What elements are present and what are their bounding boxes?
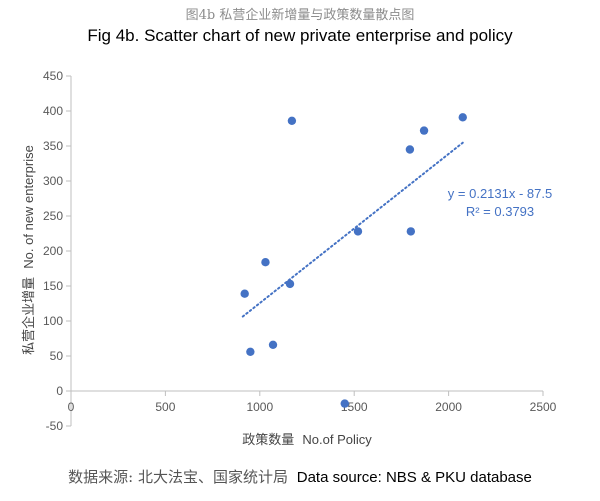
y-tick-label: 350 — [43, 139, 63, 153]
trendline — [241, 141, 464, 318]
x-axis-label-en: No.of Policy — [302, 432, 372, 447]
data-point — [246, 347, 255, 356]
data-point — [240, 289, 249, 298]
y-axis-label-cn: 私营企业增量 — [21, 277, 37, 355]
x-tick-label: 2500 — [530, 400, 557, 414]
trendline-equation: y = 0.2131x - 87.5 — [448, 186, 552, 201]
data-point — [285, 279, 295, 289]
y-tick-label: 150 — [43, 279, 63, 293]
data-point — [261, 258, 270, 267]
x-tick-label: 500 — [155, 400, 175, 414]
data-source-cn: 数据来源: 北大法宝、国家统计局 — [68, 468, 288, 486]
y-tick-label: 450 — [43, 69, 63, 83]
x-axis-label: 政策数量 No.of Policy — [242, 432, 372, 448]
data-point — [405, 145, 415, 154]
x-tick-label: 0 — [68, 400, 75, 414]
data-point — [287, 116, 297, 126]
axes — [66, 75, 544, 427]
y-axis-label-en: No. of new enterprise — [21, 145, 36, 269]
y-tick-label: -50 — [46, 419, 64, 433]
data-point — [353, 227, 363, 236]
y-tick-label: 50 — [50, 349, 64, 363]
y-tick-label: 100 — [43, 314, 63, 328]
x-axis-label-cn: 政策数量 — [242, 432, 294, 448]
x-tick-label: 1000 — [246, 400, 273, 414]
y-tick-label: 300 — [43, 174, 63, 188]
data-points — [240, 113, 467, 408]
data-point — [268, 340, 278, 349]
y-tick-label: 200 — [43, 244, 63, 258]
y-tick-label: 0 — [56, 384, 63, 398]
data-source: 数据来源: 北大法宝、国家统计局 Data source: NBS & PKU … — [0, 466, 600, 487]
data-point — [458, 113, 467, 122]
chart-title: Fig 4b. Scatter chart of new private ent… — [87, 26, 513, 45]
y-tick-label: 250 — [43, 209, 63, 223]
data-source-en: Data source: NBS & PKU database — [296, 469, 532, 486]
trendline-r-squared: R² = 0.3793 — [466, 204, 534, 219]
data-point — [406, 227, 416, 236]
data-point — [419, 126, 429, 135]
y-axis-label: 私营企业增量 No. of new enterprise — [21, 145, 37, 355]
trendline-group — [241, 141, 464, 318]
y-tick-label: 400 — [43, 104, 63, 118]
trendline-annotation: y = 0.2131x - 87.5 R² = 0.3793 — [448, 186, 552, 219]
data-point — [340, 399, 349, 408]
chart-title-cn: 图4b 私营企业新增量与政策数量散点图 — [185, 8, 415, 23]
x-tick-label: 2000 — [435, 400, 462, 414]
